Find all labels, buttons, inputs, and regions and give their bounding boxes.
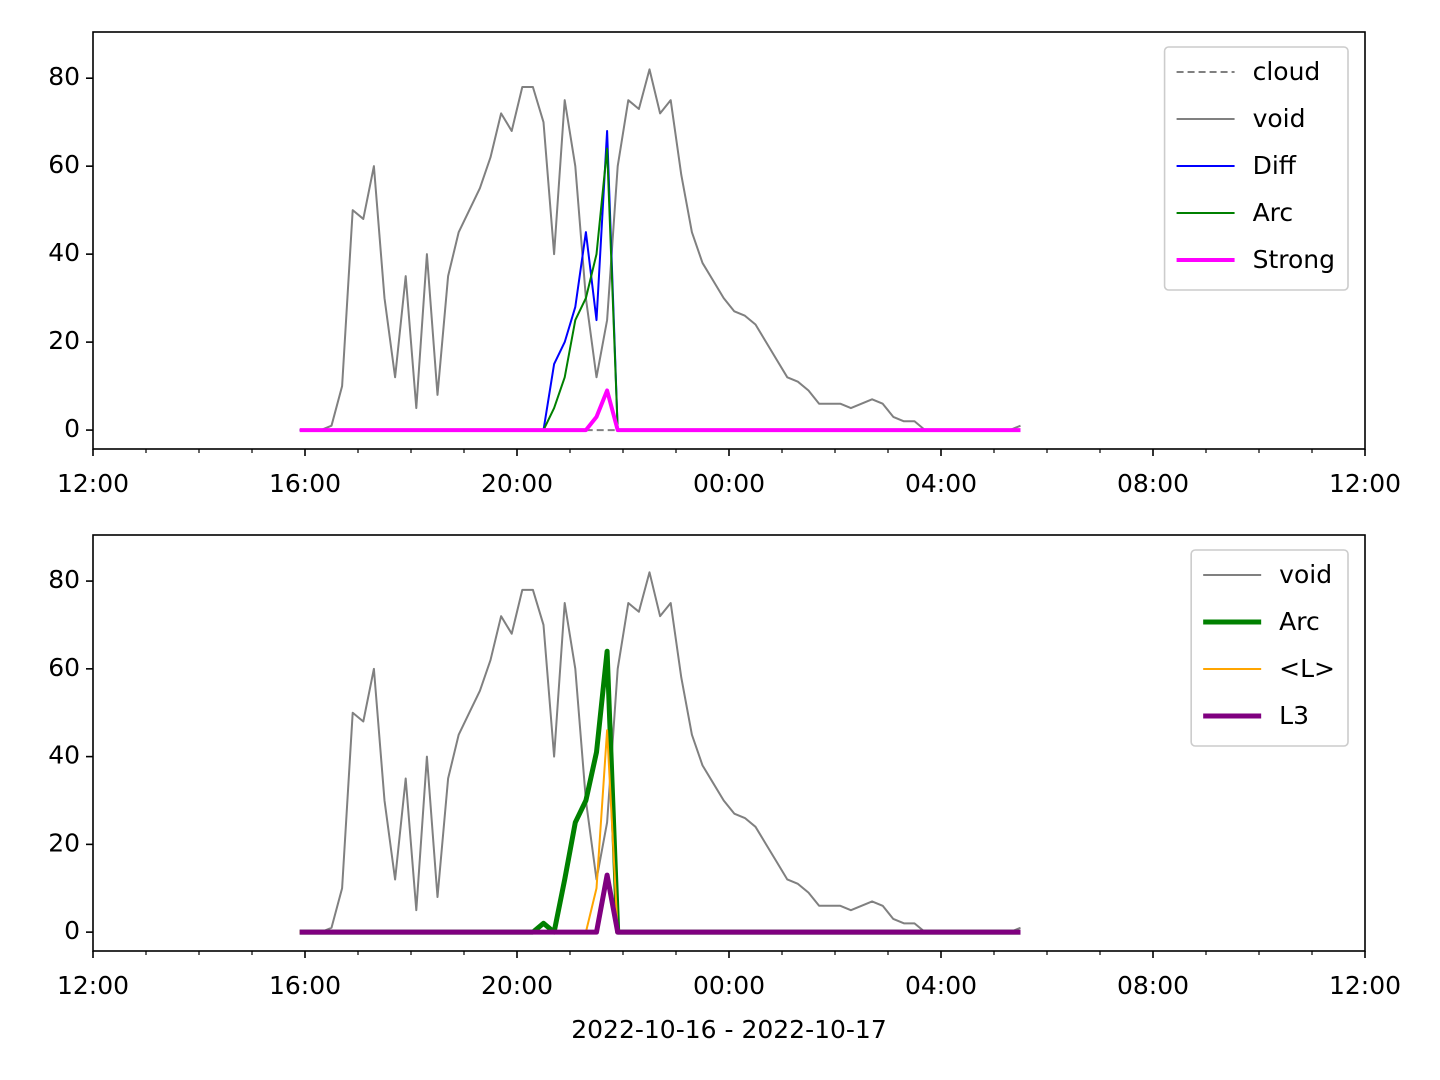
series-line <box>299 147 1021 432</box>
x-tick-label: 00:00 <box>693 971 765 1000</box>
axes-frame <box>92 534 1366 952</box>
legend-frame <box>1190 549 1349 747</box>
x-tick-label: 12:00 <box>57 971 129 1000</box>
y-tick-label: 20 <box>48 828 80 857</box>
legend-label: void <box>1253 104 1306 133</box>
x-tick-label: 08:00 <box>1117 469 1189 498</box>
legend-label: Arc <box>1279 607 1320 636</box>
x-tick-label: 20:00 <box>481 469 553 498</box>
plot-area <box>299 571 1021 935</box>
y-tick-label: 40 <box>48 741 80 770</box>
y-tick-label: 60 <box>48 150 80 179</box>
legend-label: Strong <box>1253 245 1335 274</box>
series-line <box>299 388 1021 433</box>
legend-label: Arc <box>1253 198 1294 227</box>
series-line <box>299 571 1021 934</box>
plot-area <box>299 68 1021 433</box>
x-tick-label: 20:00 <box>481 971 553 1000</box>
x-tick-label: 12:00 <box>1329 469 1401 498</box>
legend-label: <L> <box>1279 654 1335 683</box>
x-tick-label: 08:00 <box>1117 971 1189 1000</box>
x-tick-label: 12:00 <box>57 469 129 498</box>
x-tick-label: 04:00 <box>905 469 977 498</box>
y-tick-label: 60 <box>48 653 80 682</box>
series-line <box>299 648 1021 935</box>
legend-label: cloud <box>1253 57 1321 86</box>
x-axis-label: 2022-10-16 - 2022-10-17 <box>571 1015 887 1044</box>
legend-label: L3 <box>1279 701 1309 730</box>
series-line <box>299 68 1021 432</box>
x-tick-label: 16:00 <box>269 469 341 498</box>
series-line <box>299 872 1021 935</box>
legend-label: void <box>1279 560 1332 589</box>
x-tick-label: 12:00 <box>1329 971 1401 1000</box>
x-tick-label: 16:00 <box>269 971 341 1000</box>
legend: cloud void Diff Arc Strong <box>1163 46 1349 291</box>
legend-label: Diff <box>1253 151 1297 180</box>
y-tick-label: 80 <box>48 62 80 91</box>
series-line <box>299 129 1021 432</box>
x-tick-label: 04:00 <box>905 971 977 1000</box>
y-tick-label: 20 <box>48 326 80 355</box>
legend: void Arc <L> L3 <box>1190 549 1349 747</box>
y-tick-label: 0 <box>64 414 80 443</box>
x-tick-label: 00:00 <box>693 469 765 498</box>
y-tick-label: 80 <box>48 565 80 594</box>
y-tick-label: 0 <box>64 916 80 945</box>
y-tick-label: 40 <box>48 238 80 267</box>
legend-frame <box>1163 46 1349 291</box>
series-line <box>299 729 1021 934</box>
